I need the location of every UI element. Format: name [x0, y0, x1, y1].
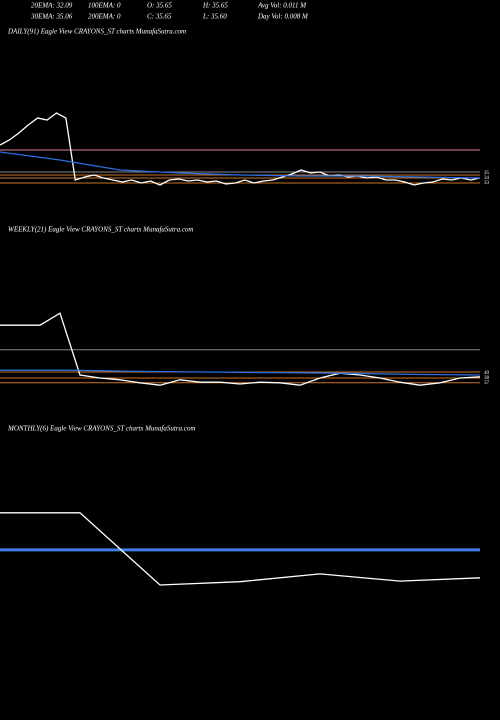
price-line	[0, 151, 481, 179]
header-text: 200EMA: 0	[88, 13, 121, 21]
price-line	[0, 369, 481, 376]
price-line	[0, 312, 481, 386]
right-label: 35	[484, 171, 490, 176]
right-label: 38	[484, 376, 490, 381]
header-text: Avg Vol: 0.011 M	[257, 2, 307, 10]
panel-title: WEEKLY(21) Eagle View CRAYONS_ST charts …	[8, 226, 194, 234]
right-label: 33	[484, 181, 490, 186]
price-line	[0, 512, 481, 586]
right-label: 40	[484, 371, 490, 376]
header-text: 20EMA: 32.09	[31, 2, 73, 10]
right-label: 34	[484, 176, 490, 181]
right-label: 37	[484, 381, 490, 386]
panel-title: DAILY(91) Eagle View CRAYONS_ST charts M…	[7, 28, 186, 36]
header-text: 30EMA: 35.06	[30, 13, 73, 21]
header-text: C: 35.65	[147, 13, 172, 21]
header-text: Day Vol: 0.008 M	[257, 13, 309, 21]
header-text: 100EMA: 0	[88, 2, 121, 10]
header-text: O: 35.65	[147, 2, 172, 10]
price-line	[0, 112, 481, 186]
panel-title: MONTHLY(6) Eagle View CRAYONS_ST charts …	[7, 425, 195, 433]
header-text: L: 35.60	[202, 13, 227, 21]
header-text: H: 35.65	[202, 2, 228, 10]
